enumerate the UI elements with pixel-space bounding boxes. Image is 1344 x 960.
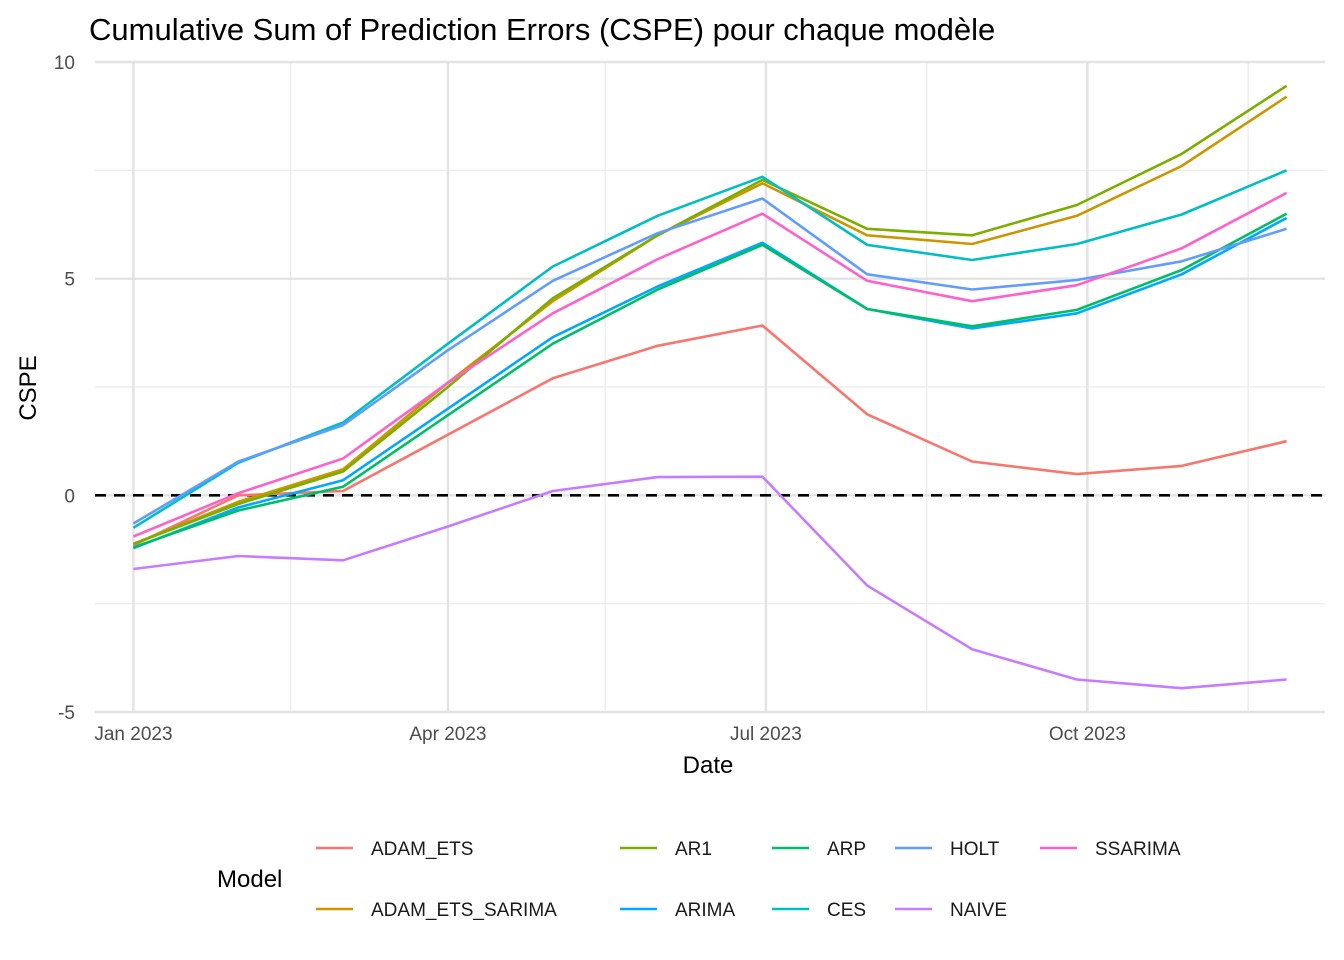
y-axis-title: CSPE <box>15 355 42 420</box>
y-tick-label-3: 10 <box>54 53 75 74</box>
legend-label-ar1: AR1 <box>675 839 712 860</box>
plot-grid <box>95 60 1325 714</box>
x-axis-ticks: Jan 2023 Apr 2023 Jul 2023 Oct 2023 <box>94 724 1126 745</box>
series-line-adam-ets-sarima <box>132 95 1288 546</box>
series-line-holt <box>132 197 1287 525</box>
series-line-ar1 <box>132 84 1288 546</box>
series-line-ssarima <box>132 191 1288 538</box>
series-line-ces <box>132 169 1288 529</box>
series-line-arima <box>132 216 1288 550</box>
y-tick-label-2: 5 <box>64 270 75 291</box>
series-lines <box>132 84 1288 690</box>
legend-label-arp: ARP <box>827 839 866 860</box>
legend: ADAM_ETS ADAM_ETS_SARIMA AR1 ARIMA ARP CES HOL… <box>316 839 1181 921</box>
legend-label-adam-ets: ADAM_ETS <box>371 839 473 860</box>
legend-label-adam-ets-sarima: ADAM_ETS_SARIMA <box>371 900 557 921</box>
legend-label-holt: HOLT <box>950 839 1000 860</box>
y-tick-label-0: -5 <box>58 703 75 724</box>
legend-label-ces: CES <box>827 900 866 921</box>
legend-label-arima: ARIMA <box>675 900 736 921</box>
y-axis-ticks: -5 0 5 10 <box>54 53 75 724</box>
legend-title: Model <box>217 866 282 893</box>
x-tick-label-3: Oct 2023 <box>1049 724 1126 745</box>
legend-label-ssarima: SSARIMA <box>1095 839 1181 860</box>
legend-label-naive: NAIVE <box>950 900 1007 921</box>
series-line-arp <box>132 212 1288 549</box>
x-tick-label-2: Jul 2023 <box>730 724 802 745</box>
x-tick-label-0: Jan 2023 <box>94 724 172 745</box>
series-line-naive <box>133 475 1287 690</box>
x-tick-label-1: Apr 2023 <box>409 724 486 745</box>
x-axis-title: Date <box>683 752 734 779</box>
y-tick-label-1: 0 <box>64 486 75 507</box>
chart-title: Cumulative Sum of Prediction Errors (CSP… <box>89 12 995 47</box>
